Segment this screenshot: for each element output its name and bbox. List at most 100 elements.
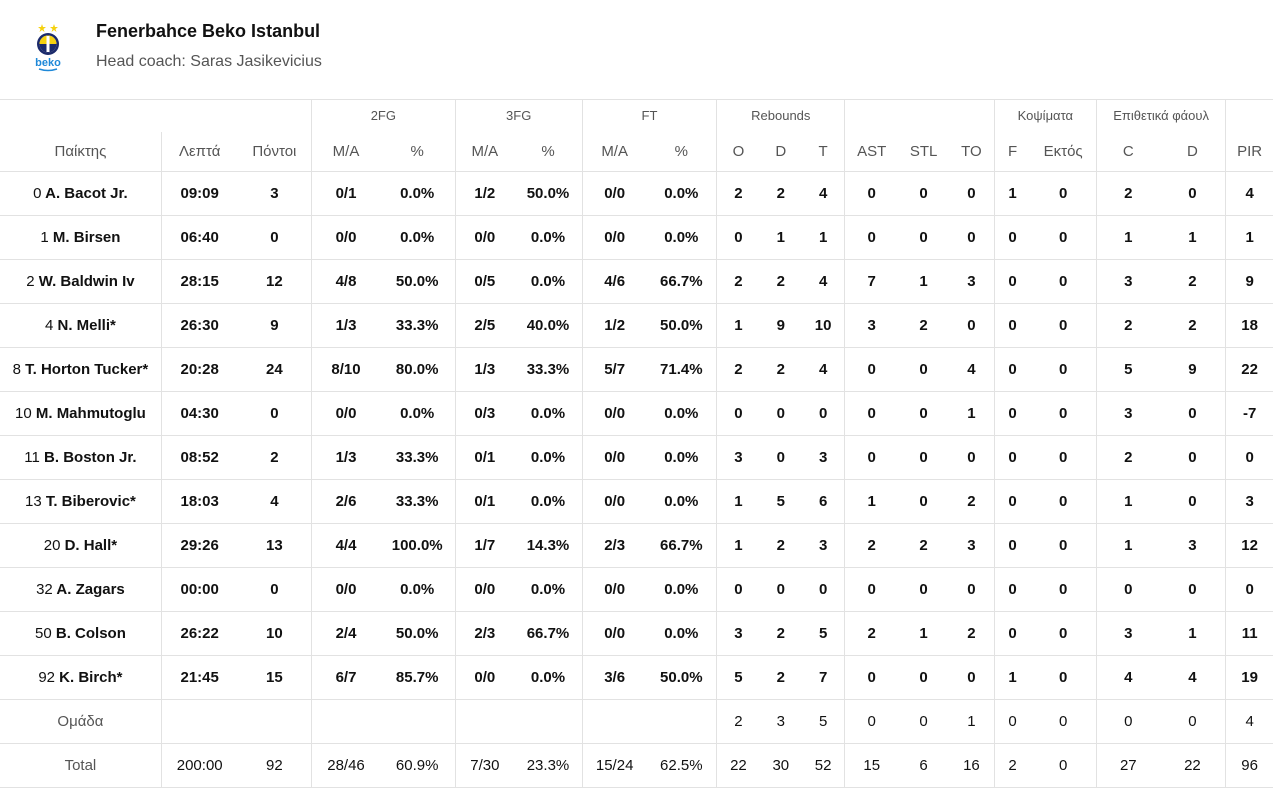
player-number: 11 [24,449,40,466]
group-3fg: 3FG [454,99,583,132]
stat-blk-f: 0 [993,567,1031,612]
player-name[interactable]: M. Mahmutoglu [35,405,146,422]
team-reb-t: 5 [801,699,845,744]
stat-ft-ma: 0/0 [581,567,647,612]
player-name[interactable]: T. Horton Tucker* [25,361,149,378]
team-blk-a: 0 [1030,699,1097,744]
stat-2fg-ma: 2/6 [311,479,380,524]
stat-stl: 0 [898,215,950,260]
stat-stl: 2 [898,303,950,348]
player-cell[interactable]: 13 T. Biberovic* [0,479,162,524]
col-reb-offensive[interactable]: O [716,131,760,172]
total-pir: 96 [1225,743,1273,788]
col-ft-pct[interactable]: % [674,142,688,160]
stat-3fg-ma: 0/1 [454,435,515,480]
player-cell[interactable]: 11 B. Boston Jr. [0,435,162,480]
col-player[interactable]: Παίκτης [54,142,107,160]
stat-3fg-pct: 0.0% [514,655,583,700]
stat-ast: 2 [844,611,899,656]
player-name[interactable]: T. Biberovic* [45,493,136,510]
col-points[interactable]: Πόντοι [252,142,297,160]
stat-to: 1 [949,391,995,436]
stat-ast: 0 [844,347,899,392]
player-name[interactable]: A. Zagars [56,581,125,598]
stat-stl: 0 [898,391,950,436]
stat-ast: 7 [844,259,899,304]
stat-blk-f: 1 [993,171,1031,216]
col-turnovers[interactable]: TO [961,142,982,160]
player-cell[interactable]: 2 W. Baldwin Iv [0,259,162,304]
player-name[interactable]: M. Birsen [52,229,121,246]
col-2fg-pct[interactable]: % [410,142,424,160]
stat-ft-ma: 0/0 [581,215,647,260]
player-number: 50 [35,625,52,642]
player-cell[interactable]: 10 M. Mahmutoglu [0,391,162,436]
col-blocks-against[interactable]: Εκτός [1043,142,1083,160]
stat-2fg-pct: 100.0% [379,523,456,568]
player-name[interactable]: K. Birch* [59,669,123,686]
group-blocks: Κοψίματα [993,99,1097,132]
team-reb-d: 3 [759,699,802,744]
col-3fg-made-attempted[interactable]: M/A [454,131,515,172]
player-name[interactable]: N. Melli* [57,317,116,334]
stat-ft-pct: 0.0% [646,171,717,216]
player-name[interactable]: B. Boston Jr. [44,449,137,466]
player-cell[interactable]: 8 T. Horton Tucker* [0,347,162,392]
player-cell[interactable]: 32 A. Zagars [0,567,162,612]
col-fouls-committed[interactable]: C [1095,131,1160,172]
player-name[interactable]: B. Colson [55,625,126,642]
player-cell[interactable]: 20 D. Hall* [0,523,162,568]
stat-pir: 18 [1225,303,1273,348]
total-row-label: Total [0,743,162,788]
stat-ft-ma: 0/0 [581,479,647,524]
stat-stl: 0 [898,567,950,612]
stat-fouls-c: 2 [1095,171,1160,216]
stat-blk-f: 0 [993,303,1031,348]
col-reb-total[interactable]: T [818,142,828,160]
player-cell[interactable]: 4 N. Melli* [0,303,162,348]
stat-reb-o: 3 [716,435,760,480]
stat-3fg-pct: 14.3% [514,523,583,568]
stat-points: 13 [237,523,312,568]
player-cell[interactable]: 0 A. Bacot Jr. [0,171,162,216]
col-blocks-for[interactable]: F [993,131,1031,172]
total-3fg-ma: 7/30 [454,743,515,788]
stat-reb-t: 3 [801,435,845,480]
col-pir[interactable]: PIR [1225,131,1273,172]
stat-fouls-d: 4 [1159,655,1226,700]
col-minutes[interactable]: Λεπτά [160,131,238,172]
player-cell[interactable]: 1 M. Birsen [0,215,162,260]
stat-fouls-d: 0 [1159,171,1226,216]
col-assists[interactable]: AST [844,131,899,172]
total-reb-d: 30 [759,743,802,788]
stat-ast: 3 [844,303,899,348]
col-reb-defensive[interactable]: D [775,142,787,160]
stat-2fg-ma: 0/0 [311,215,380,260]
stat-to: 0 [949,655,995,700]
stat-3fg-ma: 1/2 [454,171,515,216]
stat-2fg-pct: 33.3% [379,479,456,524]
fenerbahce-beko-logo-icon: beko [28,22,68,74]
player-name[interactable]: W. Baldwin Iv [38,273,135,290]
stat-reb-d: 0 [759,435,802,480]
stat-reb-o: 0 [716,215,760,260]
stat-2fg-pct: 0.0% [379,391,456,436]
stat-to: 0 [949,171,995,216]
player-row: 50 B. Colson 26:22 10 2/4 50.0% 2/3 66.7% 0/0 0.… [0,611,1273,656]
col-fouls-drawn[interactable]: D [1187,142,1198,160]
player-cell[interactable]: 92 K. Birch* [0,655,162,700]
stat-to: 3 [949,259,995,304]
stat-pir: 0 [1225,435,1273,480]
player-name[interactable]: A. Bacot Jr. [45,185,128,202]
col-2fg-made-attempted[interactable]: M/A [311,131,380,172]
player-cell[interactable]: 50 B. Colson [0,611,162,656]
col-ft-made-attempted[interactable]: M/A [581,131,647,172]
player-name[interactable]: D. Hall* [64,537,118,554]
total-points: 92 [237,743,312,788]
col-3fg-pct[interactable]: % [541,142,555,160]
stat-pir: 19 [1225,655,1273,700]
col-steals[interactable]: STL [909,142,938,160]
stat-2fg-ma: 1/3 [311,435,380,480]
stat-reb-d: 2 [759,523,802,568]
player-row: 11 B. Boston Jr. 08:52 2 1/3 33.3% 0/1 0.0% 0/0… [0,435,1273,480]
